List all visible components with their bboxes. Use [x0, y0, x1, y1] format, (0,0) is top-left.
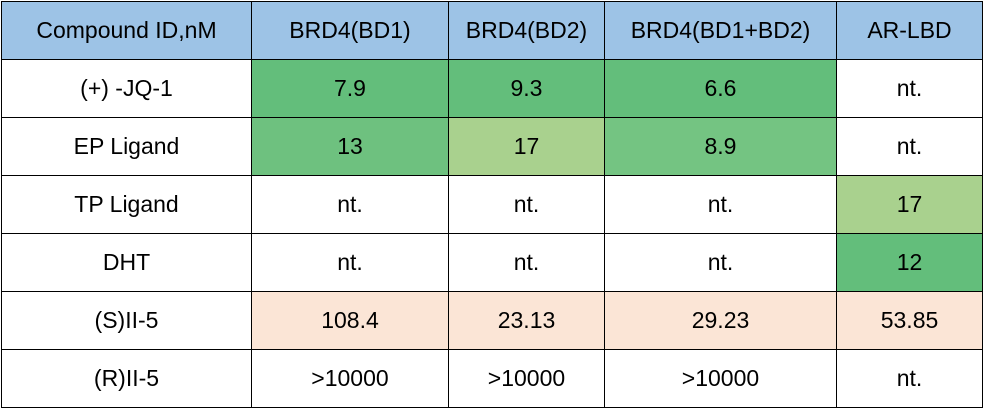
value-cell-brd4-bd2: 17	[448, 117, 605, 176]
value-cell-brd4-bd1-bd2: 8.9	[604, 117, 837, 176]
compound-name-cell: (R)II-5	[1, 349, 252, 408]
value-cell-brd4-bd1-bd2: nt.	[604, 175, 837, 234]
value-cell-brd4-bd1: nt.	[251, 175, 449, 234]
header-compound-id: Compound ID,nM	[1, 1, 252, 60]
header-ar-lbd: AR-LBD	[836, 1, 983, 60]
value-cell-ar-lbd: nt.	[836, 349, 983, 408]
header-brd4-bd1: BRD4(BD1)	[251, 1, 449, 60]
table-row: DHT nt. nt. nt. 12	[1, 233, 983, 292]
compound-name-cell: (S)II-5	[1, 291, 252, 350]
header-row: Compound ID,nM BRD4(BD1) BRD4(BD2) BRD4(…	[1, 1, 983, 60]
value-cell-brd4-bd1: 108.4	[251, 291, 449, 350]
value-cell-brd4-bd1: nt.	[251, 233, 449, 292]
value-cell-brd4-bd1-bd2: 29.23	[604, 291, 837, 350]
value-cell-brd4-bd1-bd2: nt.	[604, 233, 837, 292]
value-cell-ar-lbd: 17	[836, 175, 983, 234]
table-row: (S)II-5 108.4 23.13 29.23 53.85	[1, 291, 983, 350]
value-cell-brd4-bd1: 7.9	[251, 59, 449, 118]
value-cell-brd4-bd2: 23.13	[448, 291, 605, 350]
value-cell-brd4-bd2: nt.	[448, 233, 605, 292]
value-cell-brd4-bd1-bd2: >10000	[604, 349, 837, 408]
table-row: (+) -JQ-1 7.9 9.3 6.6 nt.	[1, 59, 983, 118]
table-row: TP Ligand nt. nt. nt. 17	[1, 175, 983, 234]
value-cell-ar-lbd: nt.	[836, 117, 983, 176]
compound-name-cell: TP Ligand	[1, 175, 252, 234]
value-cell-ar-lbd: 12	[836, 233, 983, 292]
value-cell-brd4-bd1: 13	[251, 117, 449, 176]
value-cell-brd4-bd2: 9.3	[448, 59, 605, 118]
table-row: (R)II-5 >10000 >10000 >10000 nt.	[1, 349, 983, 408]
value-cell-ar-lbd: 53.85	[836, 291, 983, 350]
compound-name-cell: (+) -JQ-1	[1, 59, 252, 118]
compound-name-cell: EP Ligand	[1, 117, 252, 176]
value-cell-brd4-bd2: nt.	[448, 175, 605, 234]
value-cell-brd4-bd1: >10000	[251, 349, 449, 408]
value-cell-brd4-bd2: >10000	[448, 349, 605, 408]
compound-name-cell: DHT	[1, 233, 252, 292]
value-cell-ar-lbd: nt.	[836, 59, 983, 118]
value-cell-brd4-bd1-bd2: 6.6	[604, 59, 837, 118]
header-brd4-bd2: BRD4(BD2)	[448, 1, 605, 60]
table-row: EP Ligand 13 17 8.9 nt.	[1, 117, 983, 176]
header-brd4-bd1-bd2: BRD4(BD1+BD2)	[604, 1, 837, 60]
